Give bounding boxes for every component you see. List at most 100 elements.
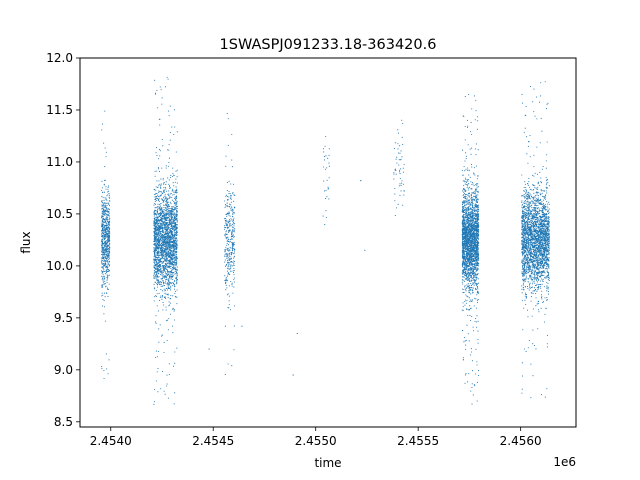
data-point [227, 259, 229, 262]
data-point [228, 262, 230, 264]
data-point [402, 183, 405, 185]
data-point [109, 248, 111, 250]
data-point [475, 279, 477, 281]
data-point [225, 195, 227, 197]
data-point [175, 214, 177, 216]
data-point [102, 277, 104, 279]
data-point [171, 270, 173, 272]
data-point [173, 226, 175, 228]
data-point [158, 266, 160, 268]
data-point [226, 189, 228, 192]
data-point [170, 254, 172, 256]
data-point [162, 370, 164, 373]
data-point [104, 241, 107, 243]
data-point [158, 245, 160, 247]
data-point [402, 204, 404, 206]
data-point [106, 225, 108, 227]
data-point [470, 293, 472, 295]
data-point [232, 264, 235, 266]
data-point [175, 170, 177, 172]
data-point [156, 232, 158, 234]
data-point [106, 268, 108, 270]
data-point [168, 236, 170, 238]
data-point [108, 226, 110, 228]
data-point [228, 273, 230, 276]
data-point [475, 188, 477, 190]
data-point [167, 225, 169, 227]
data-point [156, 216, 158, 218]
data-point [471, 299, 473, 301]
data-point [103, 213, 105, 215]
data-point [102, 275, 104, 277]
data-point [168, 254, 170, 256]
data-point [153, 270, 155, 272]
data-point [154, 251, 156, 253]
data-point [176, 234, 178, 237]
data-point [104, 320, 106, 322]
data-point [104, 147, 106, 149]
data-point [234, 223, 236, 225]
data-point [162, 221, 164, 223]
data-point [169, 208, 171, 210]
data-point [170, 270, 172, 273]
data-point [174, 257, 176, 259]
data-point [108, 208, 110, 210]
data-point [161, 199, 163, 201]
data-point [159, 213, 161, 215]
data-point [103, 179, 106, 181]
data-point [227, 254, 229, 256]
data-point [156, 227, 158, 229]
data-point [169, 274, 171, 276]
data-point [154, 203, 156, 205]
data-point [159, 150, 161, 152]
data-point [101, 292, 103, 294]
data-point [161, 240, 163, 243]
data-point [159, 205, 161, 207]
data-point [226, 270, 229, 272]
data-point [108, 192, 110, 194]
data-point [160, 243, 162, 246]
data-point [233, 225, 235, 227]
data-point [153, 403, 155, 405]
data-point [171, 255, 173, 257]
data-point [463, 286, 466, 288]
data-point [166, 210, 168, 212]
data-point [168, 363, 170, 365]
data-point [158, 192, 160, 194]
data-point [225, 284, 227, 286]
data-point [171, 126, 173, 128]
data-point [228, 230, 230, 232]
data-point [175, 229, 177, 231]
data-point [108, 254, 110, 256]
data-point [159, 258, 161, 261]
data-point [463, 341, 465, 343]
data-point [156, 197, 158, 199]
data-point [105, 205, 107, 207]
data-point [157, 219, 159, 221]
data-point [154, 209, 156, 211]
data-point [232, 183, 235, 185]
data-point [104, 220, 106, 222]
data-point [169, 213, 171, 215]
data-point [104, 221, 106, 223]
data-point [155, 198, 157, 200]
data-point [473, 185, 475, 187]
data-point [475, 184, 477, 186]
data-point [174, 392, 176, 394]
data-point [395, 173, 397, 175]
data-point [465, 290, 467, 292]
data-point [467, 381, 469, 383]
data-point [172, 239, 174, 242]
data-point [102, 224, 104, 226]
data-point [168, 282, 170, 284]
data-point [162, 309, 164, 311]
data-point [171, 259, 173, 261]
data-point [108, 230, 110, 232]
data-point [466, 287, 468, 289]
data-point [156, 221, 158, 223]
data-point [109, 231, 111, 233]
data-point [401, 182, 403, 184]
data-point [323, 156, 325, 158]
data-point [102, 218, 104, 220]
data-point [170, 218, 172, 220]
